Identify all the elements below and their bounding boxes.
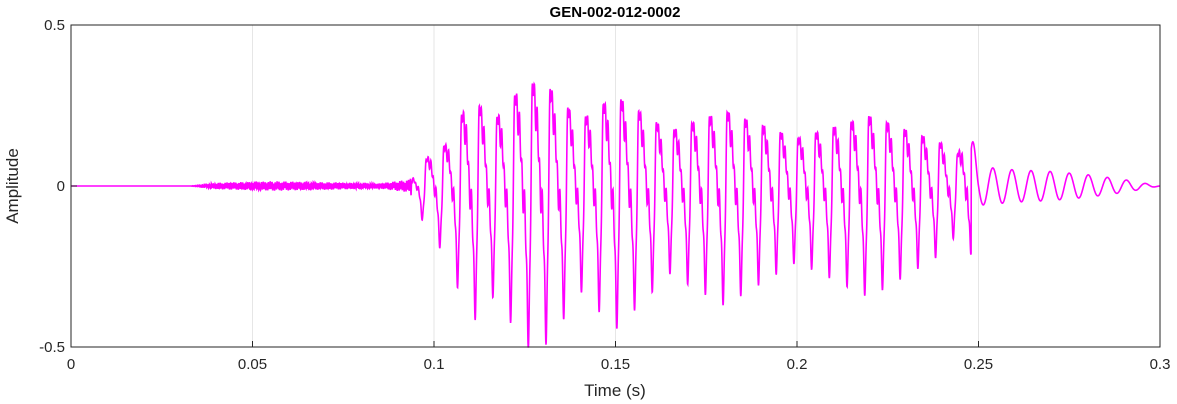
x-tick-label: 0.05 [238,356,267,373]
x-axis-label: Time (s) [584,381,646,400]
x-tick-label: 0.25 [964,356,993,373]
y-tick-label: 0.5 [44,17,65,34]
waveform-line [71,81,1160,348]
x-tick-label: 0.2 [787,356,808,373]
y-tick-label: -0.5 [39,339,65,356]
x-tick-label: 0.1 [424,356,445,373]
x-tick-label: 0.3 [1150,356,1171,373]
chart-title: GEN-002-012-0002 [550,4,681,21]
y-tick-label: 0 [57,178,65,195]
series-layer [71,81,1160,348]
x-tick-label: 0.15 [601,356,630,373]
x-tick-label: 0 [67,356,75,373]
y-axis-label: Amplitude [3,148,22,224]
x-axis: 0 0.05 0.1 0.15 0.2 0.25 0.3 [67,341,1171,373]
y-axis: -0.5 0 0.5 [39,17,77,356]
